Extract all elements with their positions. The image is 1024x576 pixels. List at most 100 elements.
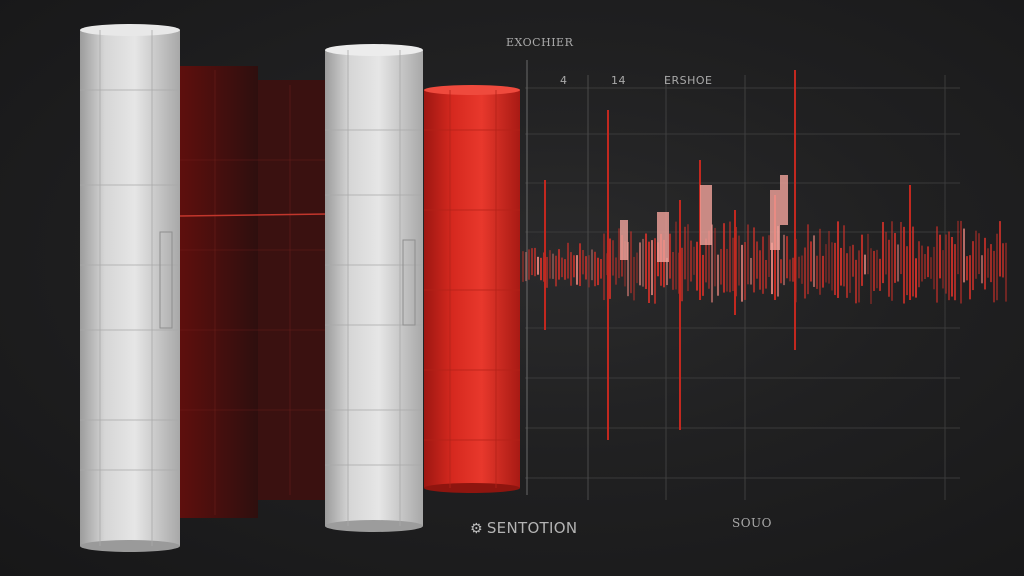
- waveform-bar: [870, 248, 872, 304]
- waveform-block: [620, 220, 628, 260]
- waveform-bar: [612, 240, 614, 276]
- bottom-caption: SENTOTION: [486, 519, 578, 537]
- waveform-bar: [750, 257, 752, 285]
- waveform-bar: [786, 236, 788, 279]
- waveform-bar: [822, 255, 824, 288]
- bottom-caption-group: ⚙ SENTOTION: [470, 519, 577, 537]
- waveform-bar: [966, 256, 968, 281]
- waveform-bar: [942, 250, 944, 289]
- waveform-bar: [702, 254, 704, 296]
- waveform-bar: [780, 259, 782, 284]
- waveform-bar: [861, 234, 863, 286]
- waveform-bar: [936, 226, 938, 303]
- waveform-bar: [591, 249, 593, 281]
- waveform-bar: [777, 226, 779, 297]
- waveform-bar: [684, 226, 686, 280]
- waveform-bar: [525, 252, 527, 282]
- waveform-bar: [858, 250, 860, 303]
- waveform-block: [780, 175, 788, 225]
- waveform-bar: [597, 257, 599, 286]
- waveform-bar: [843, 225, 845, 287]
- waveform-bar: [705, 238, 707, 283]
- waveform-bar: [603, 233, 605, 301]
- waveform-bar: [867, 233, 869, 275]
- waveform-bar: [759, 250, 761, 290]
- waveform-bar: [915, 258, 917, 298]
- waveform-bar: [891, 221, 893, 301]
- waveform-bar: [975, 230, 977, 279]
- waveform-bar: [894, 233, 896, 283]
- waveform-bar: [951, 236, 953, 297]
- waveform-bar: [690, 240, 692, 282]
- waveform-bar: [771, 242, 773, 295]
- white-cylinder-left: [80, 24, 180, 552]
- waveform-bar: [864, 254, 866, 275]
- waveform-bar: [600, 259, 602, 279]
- waveform-bar: [840, 247, 842, 286]
- waveform-bar: [972, 241, 974, 291]
- waveform-bar: [855, 259, 857, 304]
- waveform-bar: [537, 256, 539, 275]
- waveform-bar: [561, 257, 563, 278]
- waveform-bar: [747, 224, 749, 285]
- waveform-bar: [993, 250, 995, 303]
- waveform-bar: [837, 221, 839, 298]
- waveform-bar: [672, 251, 674, 290]
- waveform-bar: [555, 255, 557, 287]
- waveform-bar: [984, 237, 986, 290]
- waveform-bar: [582, 250, 584, 275]
- marker-label-3: ERSHOE: [664, 74, 713, 87]
- waveform-bar: [852, 244, 854, 277]
- waveform-bar: [624, 240, 626, 287]
- bottom-right-label: SOUO: [732, 516, 773, 530]
- background-grid: [525, 60, 960, 500]
- waveform-bar: [828, 231, 830, 284]
- waveform-bar: [816, 255, 818, 289]
- waveform-bar: [924, 254, 926, 280]
- waveform-bar: [957, 220, 959, 275]
- waveform-bar: [927, 246, 929, 278]
- waveform-bar: [996, 233, 998, 301]
- waveform-bar: [888, 239, 890, 297]
- waveform-bar: [1005, 242, 1007, 302]
- waveform-bar: [792, 257, 794, 282]
- white-cylinder-middle: [325, 44, 423, 532]
- waveform-bar: [789, 259, 791, 282]
- waveform-bar: [906, 246, 908, 296]
- waveform-bar: [978, 233, 980, 275]
- marker-label-2: 14: [611, 74, 626, 87]
- waveform-bar: [948, 231, 950, 301]
- waveform-bar: [531, 248, 533, 276]
- waveform-bar: [987, 248, 989, 278]
- waveform-bar: [897, 244, 899, 282]
- waveform-bar: [831, 242, 833, 291]
- waveform-bar: [912, 226, 914, 297]
- waveform-bar: [648, 241, 650, 304]
- waveform-bar: [885, 231, 887, 275]
- waveform-bar: [714, 227, 716, 287]
- waveform-bar: [801, 255, 803, 284]
- waveform-bar: [693, 246, 695, 275]
- waveform-bar: [990, 244, 992, 283]
- waveform-bar: [666, 257, 668, 286]
- waveform-block: [770, 190, 780, 250]
- waveform-bar: [825, 244, 827, 283]
- waveform-bar: [696, 241, 698, 291]
- waveform-bar: [954, 244, 956, 301]
- waveform-bar: [846, 253, 848, 298]
- waveform-bar: [654, 238, 656, 304]
- waveform-bar: [783, 234, 785, 286]
- waveform-bar: [645, 233, 647, 289]
- waveform-bar: [609, 238, 611, 299]
- waveform-bar: [585, 256, 587, 280]
- waveform-bar: [546, 256, 548, 288]
- waveform-bar: [579, 243, 581, 287]
- waveform: [522, 70, 1007, 440]
- waveform-bar: [798, 256, 800, 279]
- waveform-bar: [765, 259, 767, 289]
- waveform-bar: [630, 231, 632, 294]
- waveform-bar: [663, 239, 665, 288]
- waveform-bar: [726, 248, 728, 292]
